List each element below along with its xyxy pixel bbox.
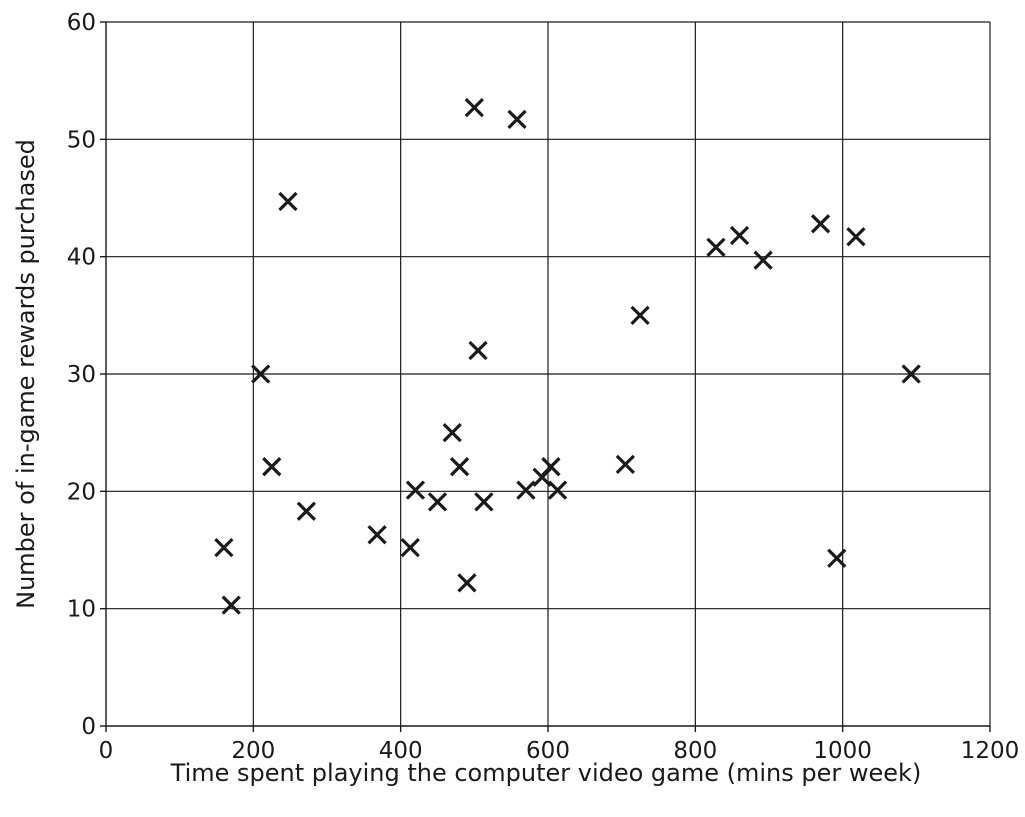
data-point-marker (251, 364, 271, 384)
x-tick-label: 800 (673, 738, 717, 764)
y-tick-label: 60 (67, 10, 96, 36)
data-point-marker (901, 364, 921, 384)
y-axis-title: Number of in-game rewards purchased (12, 139, 40, 609)
x-tick-label: 1000 (813, 738, 872, 764)
y-tick-label: 40 (67, 245, 96, 271)
data-point-marker (221, 595, 241, 615)
data-point-marker (846, 227, 866, 247)
data-point-marker (262, 457, 282, 477)
data-point-marker (810, 214, 831, 234)
data-point-marker (474, 492, 494, 512)
data-point-marker (214, 538, 234, 558)
y-tick-labels: 0 10 20 30 40 50 60 (67, 10, 96, 740)
data-point-marker (367, 525, 387, 545)
y-tick-label: 30 (67, 362, 96, 388)
data-point-marker (615, 454, 635, 474)
x-tick-label: 1200 (961, 738, 1020, 764)
y-tick-label: 0 (81, 714, 96, 740)
data-point-marker (278, 191, 298, 212)
data-point-marker (541, 457, 561, 477)
plot-frame (100, 21, 991, 732)
data-point-marker (427, 492, 448, 512)
data-point-marker (507, 109, 527, 130)
data-point-marker (457, 573, 477, 593)
data-points (214, 98, 921, 615)
data-point-marker (464, 98, 484, 118)
data-point-marker (729, 225, 750, 246)
x-tick-label: 200 (231, 738, 275, 764)
y-tick-label: 10 (67, 597, 96, 623)
data-point-marker (516, 480, 536, 500)
y-tick-label: 20 (67, 479, 96, 505)
data-point-marker (405, 480, 426, 500)
y-tick-label: 50 (67, 127, 96, 153)
data-point-marker (630, 305, 650, 325)
data-point-marker (400, 538, 420, 558)
x-tick-label: 400 (379, 738, 423, 764)
x-axis-title: Time spent playing the computer video ga… (170, 759, 922, 787)
x-tick-label: 0 (99, 738, 114, 764)
data-point-marker (449, 457, 470, 477)
grid-lines (106, 21, 991, 726)
x-tick-label: 600 (526, 738, 570, 764)
data-point-marker (827, 548, 847, 568)
data-point-marker (706, 237, 726, 257)
x-tick-labels: 0 200 400 600 800 1000 1200 (99, 738, 1020, 764)
data-point-marker (468, 340, 488, 361)
data-point-marker (442, 423, 462, 443)
data-point-marker (753, 250, 773, 270)
data-point-marker (296, 501, 317, 521)
data-point-marker (547, 480, 568, 500)
